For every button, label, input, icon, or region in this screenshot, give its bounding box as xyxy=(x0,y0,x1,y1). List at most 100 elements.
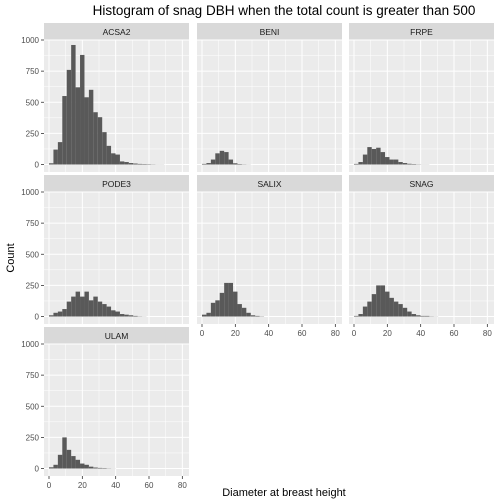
histogram-bar xyxy=(367,147,372,165)
histogram-bar xyxy=(224,152,229,165)
x-tick-label: 20 xyxy=(383,329,392,338)
histogram-bar xyxy=(354,315,359,317)
x-tick-label: 80 xyxy=(483,329,492,338)
histogram-bar xyxy=(97,467,103,469)
x-axis-label: Diameter at breast height xyxy=(222,487,346,499)
histogram-bar xyxy=(393,159,399,165)
histogram-bar xyxy=(354,163,359,165)
histogram-bar xyxy=(62,96,67,165)
histogram-bar xyxy=(93,296,98,317)
x-tick-label: 0 xyxy=(352,329,357,338)
x-tick-label: 60 xyxy=(298,329,307,338)
histogram-bar xyxy=(93,467,98,469)
histogram-bar xyxy=(389,297,394,317)
histogram-bar xyxy=(228,282,234,317)
histogram-bar xyxy=(88,89,94,165)
facet-strip xyxy=(197,23,342,40)
x-tick-label: 40 xyxy=(416,329,425,338)
facet-strip xyxy=(349,175,494,192)
chart-title: Histogram of snag DBH when the total cou… xyxy=(93,3,476,18)
y-tick-label: 500 xyxy=(26,250,40,259)
x-tick-label: 40 xyxy=(111,481,120,490)
panel-background xyxy=(197,40,342,172)
facet-label: FRPE xyxy=(410,27,433,37)
x-tick-label: 60 xyxy=(450,329,459,338)
histogram-bar xyxy=(71,456,76,469)
histogram-bar xyxy=(97,117,103,165)
histogram-bar xyxy=(66,69,72,165)
histogram-bar xyxy=(75,87,81,165)
histogram-bar xyxy=(393,301,399,317)
histogram-bar xyxy=(119,161,125,165)
histogram-bar xyxy=(88,466,94,469)
facet-strip xyxy=(197,175,342,192)
histogram-bar xyxy=(115,154,120,165)
y-tick-label: 500 xyxy=(26,98,40,107)
y-tick-label: 1000 xyxy=(21,36,39,45)
histogram-bar xyxy=(358,314,363,317)
histogram-bar xyxy=(398,162,403,165)
y-tick-label: 250 xyxy=(26,433,40,442)
histogram-bar xyxy=(224,282,229,317)
y-axis-label: Count xyxy=(5,243,17,272)
histogram-bar xyxy=(124,162,129,165)
facet-panel: PODE3 0 250 500 750 1000 xyxy=(21,175,189,324)
histogram-bar xyxy=(84,464,89,469)
x-tick-label: 20 xyxy=(231,329,240,338)
histogram-bar xyxy=(133,315,138,317)
histogram-bar xyxy=(237,304,242,317)
y-tick-label: 750 xyxy=(26,219,40,228)
histogram-bar xyxy=(119,314,125,317)
histogram-bar xyxy=(137,163,143,165)
y-tick-label: 750 xyxy=(26,67,40,76)
histogram-bar xyxy=(420,315,425,317)
histogram-bar xyxy=(53,312,58,317)
histogram-bar xyxy=(228,159,234,165)
facet-panels: ACSA2 0 250 500 750 1000 BENI FRPE PODE3 0 250 500 7… xyxy=(21,23,494,490)
histogram-bar xyxy=(219,292,225,317)
histogram-bar xyxy=(367,301,372,317)
histogram-bar xyxy=(84,291,89,317)
histogram-bar xyxy=(246,312,251,317)
histogram-bar xyxy=(385,291,390,317)
facet-panel: ULAM 0 250 500 750 1000 0 20 40 60 80 xyxy=(21,327,189,490)
histogram-bar xyxy=(66,449,72,469)
histogram-bar xyxy=(206,163,211,165)
histogram-bar xyxy=(362,154,368,165)
histogram-bar xyxy=(407,163,412,165)
histogram-bar xyxy=(75,291,81,317)
histogram-bar xyxy=(376,285,381,317)
histogram-bar xyxy=(124,314,129,317)
facet-panel: FRPE xyxy=(349,23,494,172)
histogram-bar xyxy=(398,304,403,317)
histogram-bar xyxy=(62,437,67,469)
histogram-bar xyxy=(362,306,368,317)
y-tick-label: 1000 xyxy=(21,188,39,197)
histogram-bar xyxy=(202,314,207,317)
histogram-bar xyxy=(255,315,260,317)
histogram-bar xyxy=(233,291,238,317)
histogram-bar xyxy=(49,467,54,469)
histogram-bar xyxy=(371,148,377,165)
histogram-bar xyxy=(424,315,430,317)
histogram-bar xyxy=(71,44,76,165)
histogram-bar xyxy=(97,301,103,317)
x-tick-label: 80 xyxy=(331,329,340,338)
histogram-bar xyxy=(75,459,81,469)
facet-strip xyxy=(349,23,494,40)
histogram-bar xyxy=(380,285,386,317)
histogram-bar xyxy=(376,147,381,165)
histogram-bar xyxy=(128,315,134,317)
facet-strip xyxy=(44,327,189,344)
histogram-bar xyxy=(102,304,107,317)
y-tick-label: 0 xyxy=(35,161,40,170)
y-tick-label: 0 xyxy=(35,465,40,474)
histogram-bar xyxy=(80,296,85,317)
histogram-bar xyxy=(402,307,408,317)
histogram-bar xyxy=(215,153,220,165)
histogram-bar xyxy=(80,54,85,165)
histogram-bar xyxy=(57,311,63,317)
histogram-bar xyxy=(53,464,58,469)
histogram-bar xyxy=(202,163,207,165)
histogram-bar xyxy=(241,307,247,317)
